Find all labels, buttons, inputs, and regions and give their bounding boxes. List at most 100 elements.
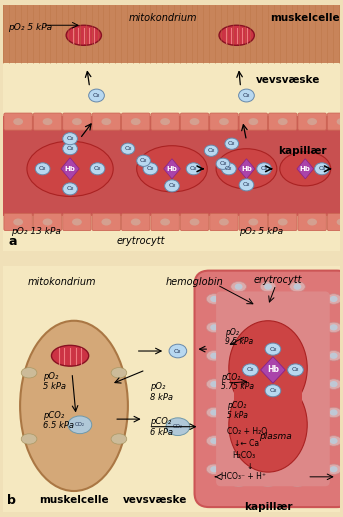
Text: O₂: O₂ (66, 187, 74, 191)
Text: O₂: O₂ (208, 148, 215, 153)
Text: O₂: O₂ (140, 158, 147, 163)
Ellipse shape (330, 324, 338, 330)
Ellipse shape (326, 464, 342, 475)
Text: erytrocytt: erytrocytt (116, 236, 165, 246)
FancyBboxPatch shape (327, 214, 343, 231)
Ellipse shape (243, 364, 258, 376)
Ellipse shape (289, 281, 305, 292)
Text: O₂: O₂ (124, 146, 132, 151)
Text: b: b (7, 494, 16, 507)
Text: vevsvæske: vevsvæske (256, 75, 320, 85)
Ellipse shape (289, 476, 305, 487)
Ellipse shape (235, 478, 243, 484)
Ellipse shape (260, 281, 276, 292)
Ellipse shape (307, 219, 317, 225)
Ellipse shape (330, 381, 338, 387)
FancyBboxPatch shape (269, 113, 297, 130)
Ellipse shape (219, 25, 254, 45)
FancyBboxPatch shape (298, 214, 326, 231)
Ellipse shape (210, 296, 218, 302)
FancyBboxPatch shape (327, 113, 343, 130)
Ellipse shape (206, 379, 222, 389)
FancyBboxPatch shape (63, 214, 91, 231)
Ellipse shape (326, 436, 342, 446)
FancyBboxPatch shape (269, 214, 297, 231)
Text: O₂: O₂ (247, 368, 254, 372)
Ellipse shape (210, 409, 218, 416)
Ellipse shape (27, 141, 113, 196)
Text: O₂: O₂ (93, 93, 100, 98)
Ellipse shape (294, 478, 301, 484)
Text: plasma: plasma (260, 432, 292, 440)
FancyBboxPatch shape (33, 113, 62, 130)
Polygon shape (297, 159, 314, 179)
Ellipse shape (186, 163, 201, 175)
Ellipse shape (206, 407, 222, 418)
Text: O₂: O₂ (66, 146, 74, 151)
Ellipse shape (210, 324, 218, 330)
Text: O₂: O₂ (269, 388, 277, 393)
Text: O₂: O₂ (225, 166, 233, 171)
Ellipse shape (231, 281, 247, 292)
Text: ↓← Ca: ↓← Ca (234, 439, 259, 448)
Text: O₂: O₂ (318, 166, 326, 171)
Text: CO₂: CO₂ (75, 422, 85, 428)
Ellipse shape (43, 118, 52, 125)
Ellipse shape (260, 476, 276, 487)
Ellipse shape (190, 219, 199, 225)
Ellipse shape (72, 118, 82, 125)
Bar (234, 368, 302, 425)
Bar (3, 64, 340, 116)
Ellipse shape (43, 219, 52, 225)
Ellipse shape (210, 353, 218, 359)
Ellipse shape (206, 351, 222, 361)
Ellipse shape (239, 89, 254, 102)
Ellipse shape (35, 163, 50, 175)
Text: O₂: O₂ (228, 141, 236, 146)
Ellipse shape (219, 118, 229, 125)
FancyBboxPatch shape (33, 214, 62, 231)
Ellipse shape (219, 219, 229, 225)
Ellipse shape (330, 438, 338, 444)
Text: pCO₂: pCO₂ (221, 373, 240, 382)
Ellipse shape (89, 89, 104, 102)
Ellipse shape (229, 321, 307, 415)
FancyBboxPatch shape (92, 214, 120, 231)
Text: HCO₃⁻ + H⁺: HCO₃⁻ + H⁺ (221, 473, 266, 481)
Text: O₂: O₂ (190, 166, 197, 171)
FancyBboxPatch shape (194, 270, 343, 507)
Ellipse shape (229, 377, 307, 472)
Ellipse shape (160, 118, 170, 125)
Ellipse shape (315, 163, 329, 175)
Text: 6.5 kPa: 6.5 kPa (43, 421, 74, 430)
Text: pO₂ 5 kPa: pO₂ 5 kPa (239, 226, 283, 236)
Ellipse shape (210, 466, 218, 473)
Ellipse shape (206, 294, 222, 304)
Ellipse shape (210, 381, 218, 387)
Ellipse shape (235, 283, 243, 290)
Ellipse shape (330, 353, 338, 359)
Ellipse shape (137, 146, 207, 192)
Bar (3, 116, 340, 216)
Ellipse shape (102, 118, 111, 125)
Ellipse shape (90, 163, 105, 175)
Ellipse shape (336, 219, 343, 225)
Text: ↓: ↓ (247, 462, 253, 471)
Ellipse shape (294, 283, 301, 290)
Ellipse shape (225, 138, 239, 149)
Ellipse shape (137, 155, 151, 166)
FancyBboxPatch shape (210, 113, 238, 130)
Polygon shape (61, 158, 79, 180)
Ellipse shape (169, 344, 187, 358)
Text: mitokondrium: mitokondrium (129, 13, 198, 23)
Text: O₂: O₂ (219, 161, 227, 166)
FancyBboxPatch shape (92, 113, 120, 130)
Ellipse shape (131, 118, 141, 125)
Ellipse shape (190, 118, 199, 125)
Text: Hb: Hb (300, 166, 311, 172)
Ellipse shape (278, 219, 288, 225)
Ellipse shape (257, 163, 271, 175)
Ellipse shape (166, 418, 190, 435)
Text: O₂: O₂ (66, 136, 74, 141)
Text: O₂: O₂ (94, 166, 101, 171)
